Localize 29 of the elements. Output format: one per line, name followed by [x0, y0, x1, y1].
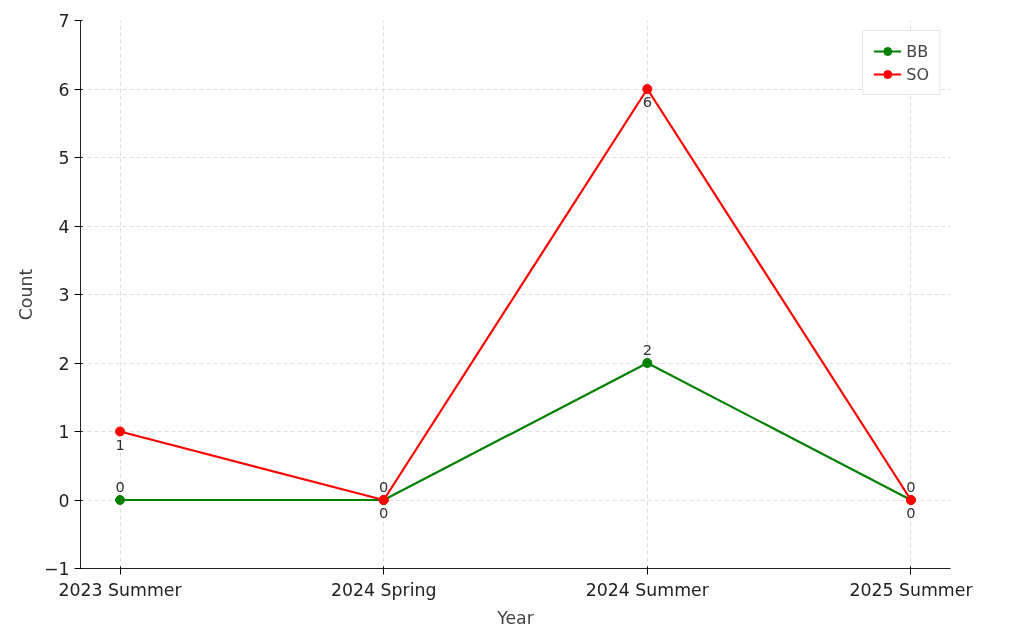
y-tick-label: 3: [58, 285, 70, 305]
y-tick-label: 4: [58, 216, 70, 237]
y-axis-title: Count: [15, 268, 36, 321]
x-tick-label: 2024 Summer: [585, 579, 710, 600]
data-label: 2: [642, 341, 652, 358]
data-label: 0: [906, 478, 916, 495]
y-tick-label: 0: [58, 490, 70, 511]
point: [642, 358, 653, 368]
data-label: 6: [642, 93, 652, 110]
point: [115, 426, 126, 437]
x-axis-title: Year: [496, 607, 535, 628]
point: [642, 84, 653, 94]
data-label: 1: [115, 435, 125, 453]
point: [115, 495, 126, 505]
y-tick-label: 1: [58, 422, 70, 442]
x-tick-label: 2024 Spring: [330, 579, 437, 600]
y-tick-label: 7: [58, 11, 70, 31]
x-tick-label: 2025 Summer: [849, 579, 974, 600]
y-tick-label: 5: [58, 148, 70, 168]
x-tick-label: 2023 Summer: [58, 579, 183, 600]
data-label: 0: [379, 504, 389, 521]
data-label: 0: [379, 478, 389, 495]
legend-label: SO: [906, 64, 929, 84]
y-tick-label: 6: [58, 79, 70, 100]
y-tick-label: −1: [43, 559, 70, 579]
legend-label: BB: [906, 41, 929, 61]
data-label: 0: [115, 478, 125, 495]
data-label: 0: [906, 504, 916, 521]
y-tick-label: 2: [58, 353, 70, 374]
